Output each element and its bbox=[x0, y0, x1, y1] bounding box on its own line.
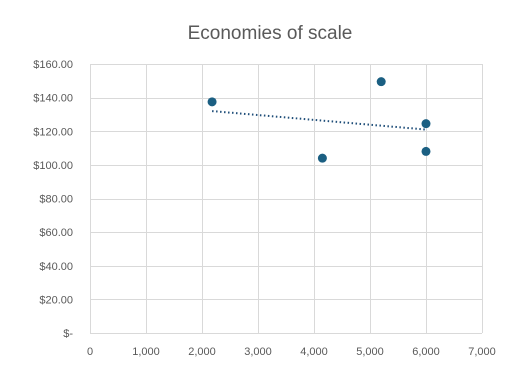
y-tick-label: $80.00 bbox=[39, 194, 73, 206]
linear-trendline bbox=[211, 110, 427, 131]
y-axis-tick-labels: $- $20.00 $40.00 $60.00 $80.00 $100.00 $120.00… bbox=[33, 59, 73, 340]
y-tick-label: $120.00 bbox=[33, 126, 73, 138]
x-tick-label: 2,000 bbox=[188, 346, 216, 358]
trendline-group bbox=[211, 110, 427, 131]
data-point bbox=[207, 97, 217, 107]
x-axis-tick-labels: 0 1,000 2,000 3,000 4,000 5,000 6,000 7,000 bbox=[87, 346, 496, 358]
data-point bbox=[317, 153, 327, 163]
y-tick-label: $160.00 bbox=[33, 59, 73, 71]
y-tick-label: $- bbox=[63, 328, 73, 340]
data-point bbox=[376, 77, 386, 87]
data-point bbox=[421, 119, 431, 129]
x-tick-label: 1,000 bbox=[132, 346, 160, 358]
x-tick-label: 3,000 bbox=[244, 346, 272, 358]
x-tick-label: 4,000 bbox=[300, 346, 328, 358]
y-tick-label: $100.00 bbox=[33, 160, 73, 172]
x-tick-label: 6,000 bbox=[412, 346, 440, 358]
data-points bbox=[207, 77, 431, 163]
y-tick-label: $20.00 bbox=[39, 294, 73, 306]
x-tick-label: 0 bbox=[87, 346, 93, 358]
gridlines bbox=[90, 64, 483, 334]
y-tick-label: $140.00 bbox=[33, 93, 73, 105]
x-tick-label: 7,000 bbox=[468, 346, 496, 358]
data-point bbox=[421, 146, 431, 156]
y-tick-label: $40.00 bbox=[39, 261, 73, 273]
chart-title: Economies of scale bbox=[188, 23, 353, 44]
x-tick-label: 5,000 bbox=[356, 346, 384, 358]
y-tick-label: $60.00 bbox=[39, 227, 73, 239]
